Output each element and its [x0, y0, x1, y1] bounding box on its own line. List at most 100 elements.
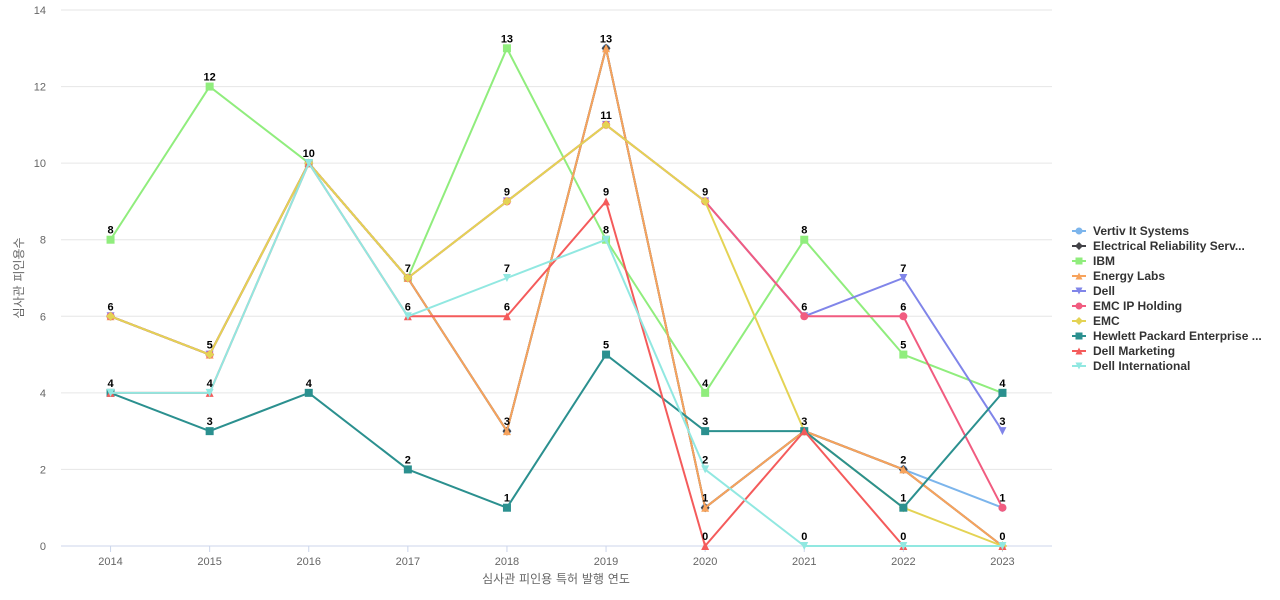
data-point: [998, 427, 1007, 436]
data-label: 3: [999, 416, 1005, 428]
series-7: [106, 350, 1007, 512]
data-label: 4: [999, 378, 1006, 390]
data-label: 6: [504, 301, 510, 313]
x-tick-label: 2015: [197, 556, 221, 568]
data-label: 8: [107, 225, 113, 237]
x-tick-label: 2016: [297, 556, 321, 568]
data-label: 5: [900, 340, 906, 352]
series-8: [106, 159, 1007, 550]
data-point: [899, 274, 908, 282]
data-point: [800, 542, 809, 550]
data-point: [502, 196, 512, 206]
data-label: 7: [900, 263, 906, 275]
x-tick-label: 2019: [594, 556, 618, 568]
y-tick-label: 10: [34, 158, 46, 170]
data-label: 6: [405, 301, 411, 313]
data-point: [403, 273, 413, 283]
data-point: [602, 350, 611, 359]
legend-marker: [1075, 287, 1083, 295]
legend-item[interactable]: Dell Marketing: [1072, 344, 1175, 358]
series-2: [106, 44, 1007, 397]
x-tick-label: 2020: [693, 556, 717, 568]
data-point: [304, 388, 313, 397]
series-0: [106, 44, 1007, 512]
data-label: 8: [603, 225, 609, 237]
x-tick-label: 2014: [98, 556, 122, 568]
data-point: [502, 427, 511, 436]
legend-item[interactable]: EMC IP Holding: [1072, 299, 1182, 313]
legend-marker: [1075, 272, 1083, 280]
data-point: [602, 44, 611, 53]
legend-marker: [1075, 227, 1083, 235]
legend-label: EMC IP Holding: [1093, 299, 1182, 313]
data-point: [701, 388, 710, 397]
legend-item[interactable]: IBM: [1072, 254, 1115, 268]
series-group: [106, 43, 1007, 551]
data-point: [106, 235, 115, 244]
data-point: [998, 388, 1007, 397]
data-point: [899, 503, 908, 512]
data-point: [899, 350, 908, 359]
data-label: 8: [801, 225, 807, 237]
data-point: [899, 465, 908, 474]
series-line: [109, 162, 1004, 547]
data-label: 3: [207, 416, 213, 428]
data-label: 5: [603, 340, 609, 352]
x-tick-label: 2023: [990, 556, 1014, 568]
legend-marker: [1075, 302, 1083, 310]
data-label: 4: [207, 378, 214, 390]
data-label: 3: [801, 416, 807, 428]
series-line: [109, 123, 1004, 547]
data-point: [998, 542, 1007, 550]
data-label: 3: [702, 416, 708, 428]
data-label: 2: [405, 454, 411, 466]
legend-item[interactable]: Dell: [1072, 284, 1115, 298]
legend-item[interactable]: Electrical Reliability Serv...: [1072, 239, 1245, 253]
data-point: [205, 350, 215, 360]
data-label: 3: [504, 416, 510, 428]
series-9: [106, 159, 1007, 550]
data-point: [502, 503, 511, 512]
data-point: [800, 427, 809, 436]
data-point: [502, 312, 511, 321]
data-label: 13: [501, 33, 513, 45]
data-point: [502, 274, 511, 282]
legend-marker: [1075, 362, 1083, 370]
legend-label: IBM: [1093, 254, 1115, 268]
data-label: 0: [900, 531, 906, 543]
legend-marker: [1075, 317, 1083, 325]
y-axis: 0 2 4 6 8 10 12 14: [34, 5, 46, 553]
data-point: [205, 427, 214, 436]
data-label: 6: [107, 301, 113, 313]
series-line: [109, 123, 1004, 433]
legend-label: Dell International: [1093, 359, 1190, 373]
data-label: 12: [204, 72, 216, 84]
data-label: 0: [801, 531, 807, 543]
legend-item[interactable]: Vertiv It Systems: [1072, 224, 1189, 238]
series-3: [106, 44, 1007, 550]
data-labels: 8641254310476213976311311985943210863076…: [107, 33, 1006, 543]
series-1: [106, 43, 1007, 551]
legend-item[interactable]: Dell International: [1072, 359, 1190, 373]
series-line: [109, 47, 1004, 547]
y-tick-label: 0: [40, 541, 46, 553]
data-label: 13: [600, 33, 612, 45]
legend-item[interactable]: EMC: [1072, 314, 1120, 328]
data-point: [701, 503, 710, 512]
series-line: [109, 47, 1004, 547]
data-label: 4: [702, 378, 709, 390]
series-6: [106, 120, 1007, 551]
data-point: [602, 235, 611, 244]
data-point: [602, 197, 611, 206]
data-point: [800, 235, 809, 244]
data-point: [205, 388, 214, 397]
data-label: 0: [999, 531, 1005, 543]
data-label: 9: [702, 186, 708, 198]
data-label: 1: [504, 493, 510, 505]
data-label: 0: [702, 531, 708, 543]
legend-label: Energy Labs: [1093, 269, 1165, 283]
x-axis-title: 심사관 피인용 특허 발행 연도: [482, 571, 630, 586]
legend-label: Hewlett Packard Enterprise ...: [1093, 329, 1262, 343]
legend-item[interactable]: Hewlett Packard Enterprise ...: [1072, 329, 1262, 343]
legend-item[interactable]: Energy Labs: [1072, 269, 1165, 283]
